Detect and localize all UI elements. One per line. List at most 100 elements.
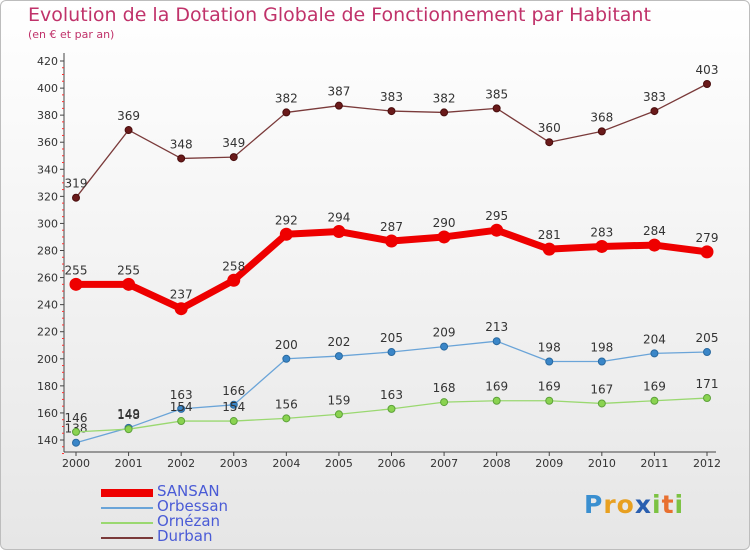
data-label-durban: 387	[327, 85, 350, 99]
data-label-durban: 382	[433, 91, 456, 105]
data-label-orbessan: 200	[275, 338, 298, 352]
data-point-sansan	[595, 239, 609, 253]
data-label-orbessan: 166	[222, 384, 245, 398]
data-point-durban	[229, 153, 238, 162]
legend-swatch-orbessan	[101, 507, 153, 509]
data-label-sansan: 258	[222, 259, 245, 273]
data-label-sansan: 295	[485, 209, 508, 223]
x-tick-label: 2006	[378, 457, 406, 470]
x-tick-label: 2008	[483, 457, 511, 470]
data-point-orbessan	[545, 357, 554, 366]
logo-letter: o	[616, 490, 635, 519]
data-label-sansan: 284	[643, 224, 666, 238]
data-point-ornezan	[177, 417, 186, 426]
data-point-durban	[177, 154, 186, 163]
data-point-sansan	[332, 225, 346, 239]
data-point-sansan	[69, 277, 83, 291]
data-label-ornezan: 159	[327, 393, 350, 407]
data-label-ornezan: 169	[643, 380, 666, 394]
y-tick-label: 380	[37, 109, 58, 122]
x-tick-label: 2000	[62, 457, 90, 470]
data-point-ornezan	[597, 399, 606, 408]
chart-legend: SANSAN Orbessan Ornézan Durban	[101, 482, 321, 545]
data-point-sansan	[437, 230, 451, 244]
data-label-ornezan: 169	[538, 380, 561, 394]
data-point-sansan	[542, 242, 556, 256]
y-tick-label: 140	[37, 434, 58, 447]
data-label-orbessan: 163	[170, 388, 193, 402]
logo-letter: P	[584, 490, 604, 519]
data-point-durban	[387, 107, 396, 116]
y-tick-label: 200	[37, 353, 58, 366]
data-point-orbessan	[387, 348, 396, 357]
logo-letter: t	[661, 490, 675, 519]
data-label-sansan: 290	[433, 216, 456, 230]
data-point-sansan	[700, 245, 714, 259]
data-label-ornezan: 171	[696, 377, 719, 391]
data-label-durban: 383	[380, 90, 403, 104]
data-label-sansan: 294	[327, 211, 350, 225]
data-label-sansan: 255	[65, 263, 88, 277]
data-label-orbessan: 205	[696, 331, 719, 345]
data-point-ornezan	[72, 427, 80, 436]
data-point-durban	[282, 108, 291, 117]
chart-subtitle: (en € et par an)	[28, 28, 115, 41]
data-label-durban: 349	[222, 136, 245, 150]
data-label-ornezan: 148	[117, 408, 140, 422]
y-tick-label: 180	[37, 380, 58, 393]
legend-item-durban: Durban	[101, 527, 321, 545]
y-tick-label: 240	[37, 299, 58, 312]
data-label-durban: 360	[538, 121, 561, 135]
data-label-sansan: 292	[275, 213, 298, 227]
data-point-ornezan	[492, 396, 501, 405]
legend-label-orbessan: Orbessan	[157, 497, 229, 515]
data-point-durban	[650, 107, 659, 116]
legend-label-durban: Durban	[157, 527, 213, 545]
data-point-durban	[597, 127, 606, 136]
y-tick-label: 220	[37, 326, 58, 339]
data-point-sansan	[385, 234, 398, 248]
data-point-durban	[545, 138, 554, 147]
data-point-ornezan	[282, 414, 291, 423]
data-point-ornezan	[124, 425, 133, 434]
data-point-sansan	[122, 277, 136, 291]
data-point-orbessan	[72, 438, 80, 447]
data-point-sansan	[647, 238, 661, 252]
x-tick-label: 2009	[535, 457, 563, 470]
data-label-durban: 383	[643, 90, 666, 104]
data-point-durban	[124, 126, 133, 135]
y-tick-label: 420	[37, 55, 58, 68]
data-label-durban: 368	[590, 110, 613, 124]
x-tick-label: 2002	[167, 457, 195, 470]
x-tick-label: 2007	[430, 457, 458, 470]
y-tick-label: 160	[37, 407, 58, 420]
data-point-ornezan	[650, 396, 659, 405]
y-tick-label: 340	[37, 163, 58, 176]
x-tick-label: 2001	[115, 457, 143, 470]
series-durban: 319 369 348 349 382 387 383 382 385 360 368 383 403	[65, 63, 718, 202]
data-point-orbessan	[282, 354, 291, 363]
data-label-ornezan: 154	[222, 400, 245, 414]
data-point-durban	[703, 80, 711, 89]
logo-letter: r	[603, 490, 617, 519]
data-point-durban	[492, 104, 501, 113]
data-point-durban	[334, 101, 343, 110]
series-orbessan: 138149163166200202205209213198198204205	[65, 320, 719, 447]
data-label-sansan: 279	[696, 231, 719, 245]
data-label-sansan: 287	[380, 220, 403, 234]
data-label-ornezan: 156	[275, 397, 298, 411]
x-tick-label: 2011	[640, 457, 668, 470]
data-label-orbessan: 198	[590, 340, 613, 354]
data-label-orbessan: 213	[485, 320, 508, 334]
data-point-ornezan	[229, 417, 238, 426]
legend-item-sansan: SANSAN	[101, 482, 321, 500]
legend-label-ornezan: Ornézan	[157, 512, 221, 530]
data-label-sansan: 283	[590, 225, 613, 239]
data-label-orbessan: 202	[327, 335, 350, 349]
data-point-orbessan	[229, 400, 238, 409]
data-label-orbessan: 149	[117, 407, 140, 421]
data-label-orbessan: 205	[380, 331, 403, 345]
legend-label-sansan: SANSAN	[157, 482, 220, 500]
data-point-sansan	[490, 223, 504, 237]
